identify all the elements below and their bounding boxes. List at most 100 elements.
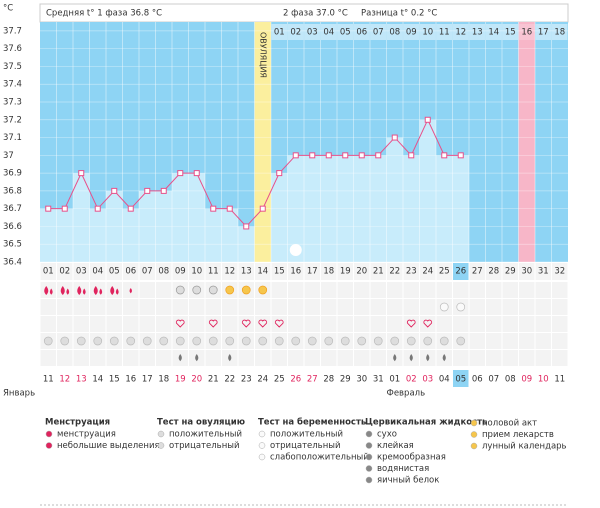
symbol-cell <box>255 299 271 315</box>
temperature-point <box>391 134 398 141</box>
cycle-day-label: 26 <box>455 267 466 277</box>
temperature-column <box>304 155 321 262</box>
y-tick-label: 37.3 <box>3 98 22 108</box>
date-label: 12 <box>59 375 70 385</box>
date-label: 22 <box>224 375 235 385</box>
symbol-cell <box>535 316 551 332</box>
cycle-day-label: 30 <box>521 267 532 277</box>
symbol-cell <box>337 350 353 366</box>
phase2-day-label: 10 <box>422 28 433 38</box>
phase2-day-cell <box>469 24 485 40</box>
temperature-column <box>271 173 288 262</box>
cycle-day-cell <box>139 263 155 280</box>
symbol-cell <box>271 282 287 298</box>
y-tick-label: 36.9 <box>3 169 22 179</box>
symbol-cell <box>535 299 551 315</box>
symbol-cell <box>436 316 452 332</box>
legend-item: менструация <box>57 430 116 440</box>
symbol-cell <box>519 282 535 298</box>
heart-icon <box>274 319 284 328</box>
date-label: 28 <box>323 375 334 385</box>
temperature-column <box>73 173 90 262</box>
legend-item: лунный календарь <box>482 442 567 452</box>
temperature-point <box>441 152 448 159</box>
date-cell <box>552 370 568 387</box>
drop-icon <box>442 354 446 362</box>
symbol-cell <box>123 316 139 332</box>
circle-icon <box>291 336 301 346</box>
symbol-cell <box>486 350 502 366</box>
symbol-cell <box>189 316 205 332</box>
phase2-day-cell <box>271 24 287 40</box>
symbol-cell <box>139 350 155 366</box>
date-label: 31 <box>373 375 384 385</box>
circle-icon <box>192 285 202 295</box>
symbol-cell <box>420 299 436 315</box>
symbol-cell <box>502 316 518 332</box>
temperature-point <box>342 152 349 159</box>
symbol-cell <box>337 282 353 298</box>
cycle-day-cell <box>57 263 73 280</box>
symbol-cell <box>139 282 155 298</box>
symbol-cell <box>255 316 271 332</box>
temperature-column <box>155 190 172 262</box>
cycle-day-label: 13 <box>241 267 252 277</box>
symbol-cell <box>189 299 205 315</box>
cycle-day-label: 11 <box>208 267 219 277</box>
cycle-day-label: 27 <box>472 267 483 277</box>
symbol-cell <box>420 316 436 332</box>
symbol-cell <box>90 316 106 332</box>
symbol-cell <box>420 282 436 298</box>
symbol-cell <box>57 316 73 332</box>
circle-icon <box>340 336 350 346</box>
temperature-point <box>243 223 250 230</box>
symbol-cell <box>535 350 551 366</box>
date-label: 25 <box>274 375 285 385</box>
phase2-day-cell <box>453 24 469 40</box>
symbol-cell <box>90 282 106 298</box>
date-cell <box>123 370 139 387</box>
legend-item: сухо <box>377 430 397 440</box>
temperature-point <box>276 170 283 177</box>
cycle-day-label: 25 <box>439 267 450 277</box>
date-label: 09 <box>521 375 532 385</box>
heart-icon <box>406 319 416 328</box>
date-label: 20 <box>191 375 202 385</box>
cycle-day-label: 14 <box>257 267 268 277</box>
date-label: 23 <box>241 375 252 385</box>
date-cell <box>420 370 436 387</box>
temperature-point <box>94 205 101 212</box>
cycle-day-cell <box>106 263 122 280</box>
circle-icon <box>406 336 416 346</box>
drop-icon <box>60 286 65 295</box>
date-label: 10 <box>538 375 549 385</box>
symbol-cell <box>486 333 502 349</box>
drop-icon <box>409 354 413 362</box>
legend-item: слабоположительный <box>270 453 369 463</box>
circle-icon <box>60 336 70 346</box>
symbol-cell <box>403 282 419 298</box>
temperature-point <box>226 205 233 212</box>
circle-icon <box>241 336 251 346</box>
symbol-cell <box>370 350 386 366</box>
circle-icon <box>142 336 152 346</box>
symbol-cell <box>321 299 337 315</box>
date-cell <box>469 370 485 387</box>
symbol-cell <box>40 299 56 315</box>
phase1-average: Средняя t° 1 фаза 36.8 °C <box>46 9 162 19</box>
symbol-cell <box>502 350 518 366</box>
circle-icon <box>225 336 235 346</box>
date-cell <box>172 370 188 387</box>
date-label: 11 <box>554 375 565 385</box>
cycle-day-cell <box>420 263 436 280</box>
date-label: 21 <box>208 375 219 385</box>
drop-icon <box>49 288 53 295</box>
heart-icon <box>175 319 185 328</box>
date-cell <box>304 370 320 387</box>
symbol-cell <box>403 299 419 315</box>
legend-item: положительный <box>270 430 343 440</box>
date-label: 16 <box>125 375 136 385</box>
symbol-cell <box>552 333 568 349</box>
circle-icon <box>43 336 53 346</box>
cycle-day-cell <box>73 263 89 280</box>
